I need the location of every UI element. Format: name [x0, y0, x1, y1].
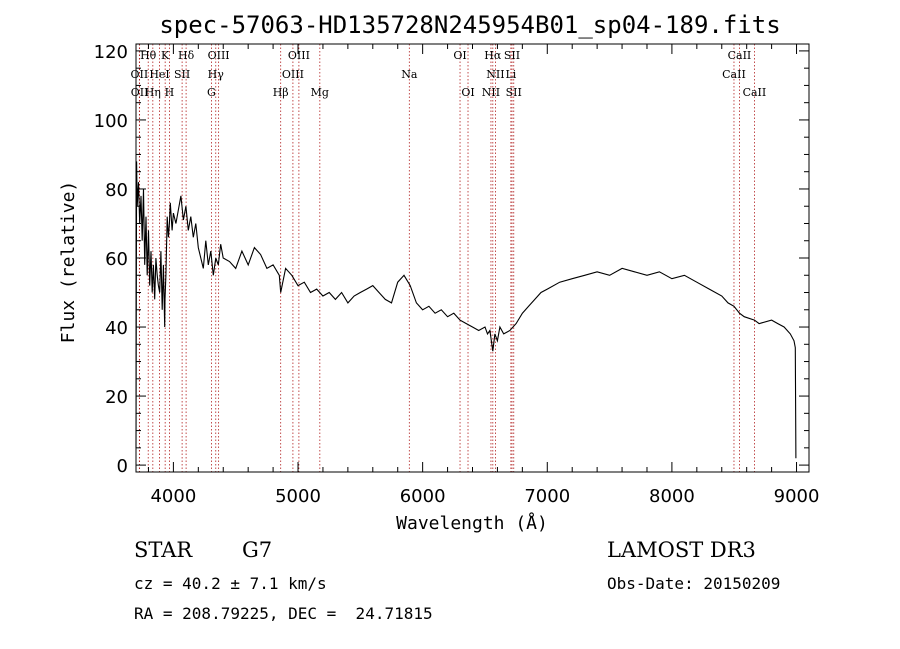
- spectral-line-label: OI: [461, 86, 474, 99]
- spectral-line-label: NII: [482, 86, 500, 99]
- spectral-line-label: OIII: [208, 49, 230, 62]
- y-tick-label: 60: [105, 249, 128, 270]
- spectral-line-label: K: [161, 49, 170, 62]
- y-tick-label: 40: [105, 318, 128, 339]
- spectral-line-label: Hγ: [208, 68, 225, 81]
- plot-frame: [135, 43, 810, 473]
- object-class: STAR: [134, 538, 193, 562]
- x-tick-label: 9000: [774, 486, 820, 507]
- spectral-line-markers: [138, 44, 755, 472]
- spectral-line-label: Hβ: [273, 86, 289, 99]
- x-axis-label: Wavelength (Å): [396, 512, 548, 534]
- ra-dec-coordinates: RA = 208.79225, DEC = 24.71815: [134, 604, 433, 623]
- observation-date: Obs-Date: 20150209: [607, 574, 781, 593]
- x-tick-label: 5000: [275, 486, 321, 507]
- survey-name: LAMOST DR3: [607, 538, 756, 562]
- spectrum-line: [135, 161, 797, 459]
- redshift-cz: cz = 40.2 ± 7.1 km/s: [134, 574, 327, 593]
- x-tick-label: 4000: [150, 486, 196, 507]
- spectral-line-label: OIII: [282, 68, 304, 81]
- spectral-line-label: H: [165, 86, 175, 99]
- y-tick-label: 100: [94, 111, 128, 132]
- x-tick-label: 6000: [400, 486, 446, 507]
- spectral-line-label: NII: [486, 68, 504, 81]
- spectral-line-label: CaII: [728, 49, 752, 62]
- y-tick-label: 80: [105, 180, 128, 201]
- spectral-line-label: Li: [505, 68, 516, 81]
- spectral-line-label: HeI: [149, 68, 169, 81]
- y-tick-label: 0: [117, 456, 128, 477]
- spectral-line-label: Hθ: [140, 49, 157, 62]
- y-axis-label: Flux (relative): [58, 181, 79, 344]
- y-tick-label: 120: [94, 42, 128, 63]
- x-tick-label: 7000: [524, 486, 570, 507]
- spectral-line-label: OII: [131, 68, 149, 81]
- spectral-line-label: Hα: [484, 49, 502, 62]
- y-tick-label: 20: [105, 387, 128, 408]
- chart-title: spec-57063-HD135728N245954B01_sp04-189.f…: [159, 11, 780, 39]
- axis-ticks: 4000 5000 6000 7000 8000 9000 0 20 40 60 80 100 120: [94, 42, 820, 507]
- spectral-line-label: Mg: [311, 86, 329, 99]
- spectral-line-label: G: [207, 86, 216, 99]
- spectral-line-label: OIII: [288, 49, 310, 62]
- object-subclass: G7: [242, 538, 273, 562]
- spectral-line-label: SII: [504, 49, 520, 62]
- x-tick-label: 8000: [649, 486, 695, 507]
- spectral-line-label: CaII: [722, 68, 746, 81]
- spectral-line-label: Na: [401, 68, 418, 81]
- spectral-line-label: Hη: [145, 86, 161, 99]
- spectral-line-label: OI: [453, 49, 466, 62]
- spectral-line-label: SII: [506, 86, 522, 99]
- spectral-line-label: SII: [174, 68, 190, 81]
- spectral-line-label: OII: [131, 86, 149, 99]
- spectral-line-label: CaII: [743, 86, 767, 99]
- spectral-line-label: Hδ: [178, 49, 195, 62]
